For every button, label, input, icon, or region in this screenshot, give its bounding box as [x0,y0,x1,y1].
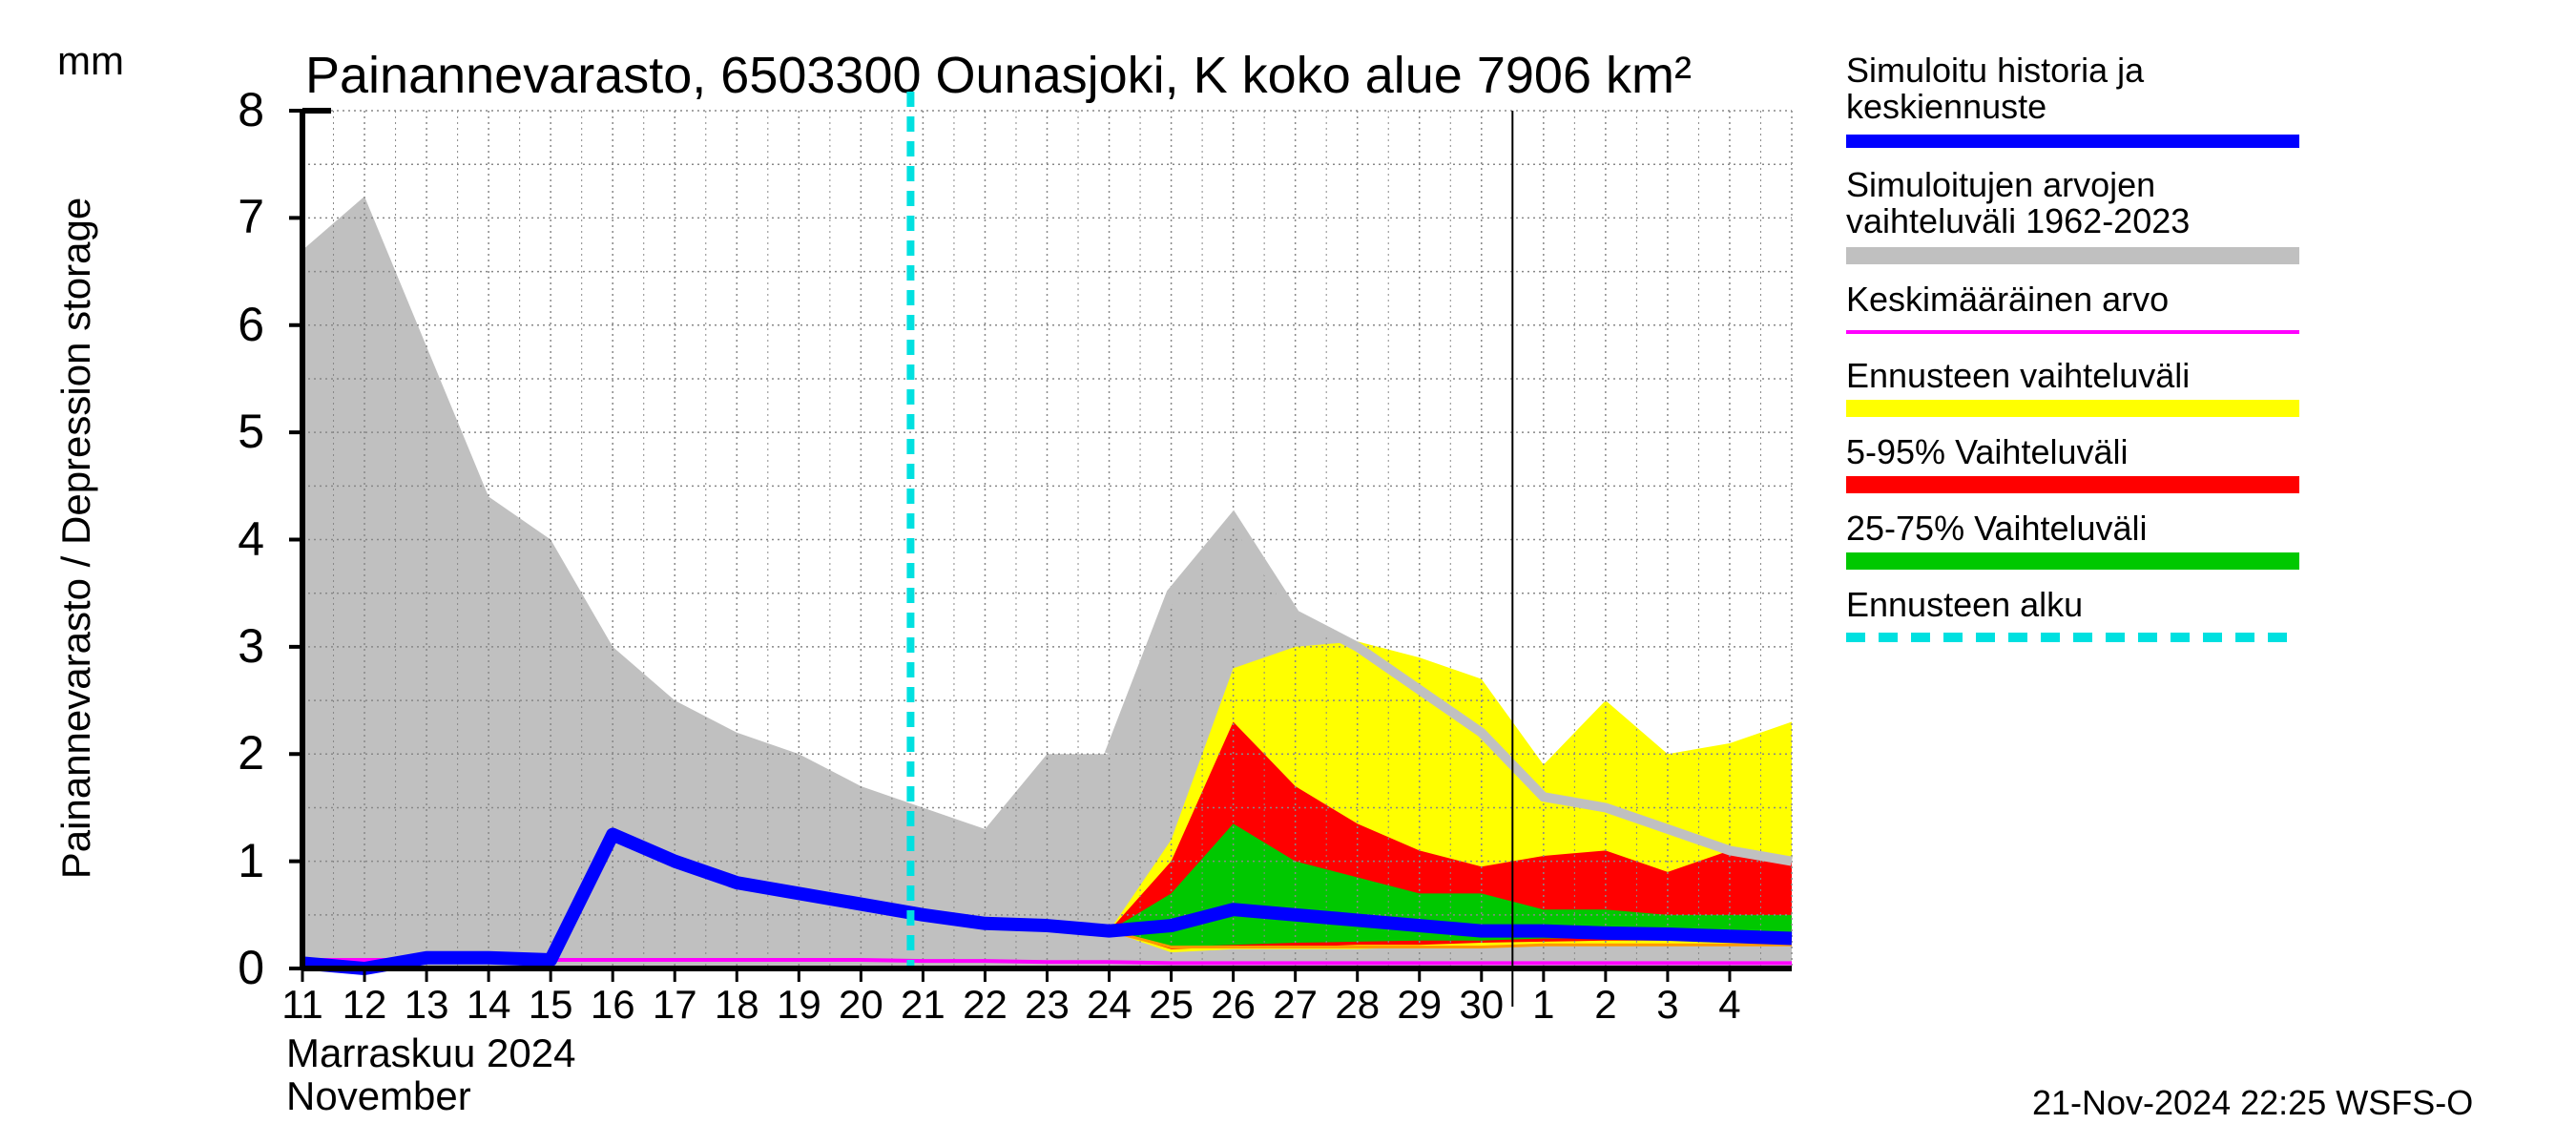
y-tick-label: 2 [207,725,264,781]
x-tick-label: 28 [1329,982,1386,1028]
x-tick-label: 30 [1453,982,1510,1028]
x-tick-label: 27 [1267,982,1324,1028]
chart-page: Painannevarasto / Depression storage mm … [0,0,2576,1145]
y-tick-label: 0 [207,940,264,995]
x-tick-label: 25 [1143,982,1200,1028]
y-tick-label: 1 [207,833,264,888]
y-tick-label: 7 [207,189,264,244]
x-tick-label: 23 [1019,982,1076,1028]
x-axis-label-en: November [286,1073,471,1119]
x-tick-label: 12 [336,982,393,1028]
x-tick-label: 13 [398,982,455,1028]
x-tick-label: 22 [956,982,1013,1028]
legend-item-label: Ennusteen vaihteluväli [1846,358,2190,394]
x-tick-label: 26 [1205,982,1262,1028]
legend-item-label: 25-75% Vaihteluväli [1846,510,2148,547]
x-tick-label: 3 [1639,982,1696,1028]
legend-item-label: Simuloitujen arvojenvaihteluväli 1962-20… [1846,167,2190,239]
x-tick-label: 24 [1081,982,1138,1028]
x-tick-label: 16 [584,982,641,1028]
y-tick-label: 3 [207,618,264,674]
y-tick-label: 4 [207,511,264,567]
y-tick-label: 6 [207,297,264,352]
legend-item-label: Simuloitu historia jakeskiennuste [1846,52,2144,125]
x-axis-label-fi: Marraskuu 2024 [286,1030,576,1076]
x-tick-label: 1 [1515,982,1572,1028]
x-tick-label: 2 [1577,982,1634,1028]
x-tick-label: 4 [1701,982,1758,1028]
y-tick-label: 5 [207,404,264,459]
legend-item-label: 5-95% Vaihteluväli [1846,434,2129,470]
x-tick-label: 20 [832,982,889,1028]
x-tick-label: 18 [708,982,765,1028]
x-tick-label: 21 [894,982,951,1028]
x-tick-label: 29 [1391,982,1448,1028]
x-tick-label: 15 [522,982,579,1028]
y-tick-label: 8 [207,82,264,137]
x-tick-label: 17 [646,982,703,1028]
legend-item-label: Keskimääräinen arvo [1846,281,2169,318]
x-tick-label: 19 [770,982,827,1028]
x-tick-label: 11 [274,982,331,1028]
footer-timestamp: 21-Nov-2024 22:25 WSFS-O [2032,1083,2473,1123]
legend-item-label: Ennusteen alku [1846,587,2083,623]
x-tick-label: 14 [460,982,517,1028]
